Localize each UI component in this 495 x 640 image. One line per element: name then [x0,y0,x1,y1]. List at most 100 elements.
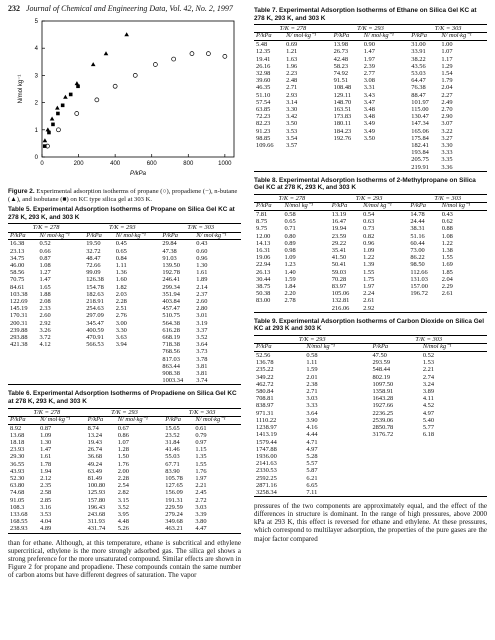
table-cell: 2.49 [441,98,453,106]
table-cell [8,348,38,355]
table-cell: 34.75 [10,254,25,262]
table-cell: 3.00 [115,319,127,327]
table-cell [84,370,114,377]
table-cell: 3.42 [286,113,298,121]
table-row: 421.38 4.12 566.53 3.94 718.38 3.64 [8,341,241,348]
table-cell: 38.75 [256,283,271,291]
table-cell: 105.06 [331,290,350,298]
table-cell: 1.17 [441,55,453,63]
table-row: 2592.25 6.21 [254,475,487,482]
table-cell: 29.22 [331,239,347,247]
table-cell [332,149,362,156]
column-header: N/ mol·kg⁻¹ [194,232,241,241]
table-cell: 12.35 [256,48,271,56]
table-cell: 311.93 [87,518,105,526]
table-cell: 2.38 [306,380,318,388]
table-cell: 349.68 [165,518,183,526]
table-cell: 98.85 [256,134,271,142]
table-cell: 63.80 [10,482,25,490]
table-cell: 43.93 [10,467,25,475]
table-cell: 3.26 [39,326,51,334]
table-caption: Table 5. Experimental Adsorption Isother… [8,206,241,221]
table-cell: 38.22 [411,55,426,63]
table-cell: 3.57 [286,142,298,150]
table-cell: 147.34 [411,120,429,128]
column-header: P/kPa [331,33,362,42]
table-cell: 3.22 [441,127,453,135]
table-head: T/K = 278 T/K = 293 T/K = 303 P/kPa N/ mol·k… [8,407,241,425]
table-row: 103.38 1.88 182.63 2.03 351.94 2.37 [8,291,241,298]
table-cell: 1358.91 [372,388,394,396]
table-cell: 0.54 [363,211,375,219]
table-caption: Table 9. Experimental Adsorption Isother… [254,318,487,333]
table-cell: 3.64 [196,341,208,349]
table-cell: 1.97 [363,55,375,63]
table-cell: 0.90 [363,41,375,49]
column-header: N/mol kg⁻¹ [439,202,487,212]
table-cell: 91.51 [333,77,349,85]
table-cell: 91.05 [10,496,25,504]
table-row: 12.35 1.21 26.73 1.47 33.91 1.07 [254,48,487,55]
table-cell [420,488,487,498]
table-cell: 109.66 [256,142,274,150]
table-cell: 1.78 [40,460,52,468]
table-cell: 26.13 [256,268,271,276]
table-cell: 1110.22 [256,416,277,424]
table-cell: 42.48 [333,55,349,63]
table-cell: 3.78 [196,355,208,363]
table-cell [254,163,285,172]
table-cell: 4.52 [422,402,435,410]
temp-header: T/K = 293 [329,194,409,204]
table-cell: 74.92 [333,70,349,77]
table-cell: 908.38 [162,370,180,378]
table-cell: 130.47 [411,113,429,121]
table-body: 8.92 0.87 8.74 0.67 15.65 0.61 13.68 1.09 13.24 0… [8,424,241,534]
right-column: Table 7. Experimental Adsorption Isother… [254,4,487,579]
temp-header: T/K = 293 [84,223,161,233]
y-axis-label: N/mol kg⁻¹ [18,75,24,104]
table-cell: 12.00 [256,232,271,240]
table-cell: 88.47 [411,91,426,99]
table-cell: 58.56 [10,269,25,277]
table-label: Table 9. [254,317,278,325]
table-cell: 0.62 [441,218,453,226]
table-cell: 103.38 [10,290,28,298]
table-cell [370,482,420,489]
table-cell: 2.35 [40,482,52,490]
table-row: 26.13 1.40 59.03 1.55 112.66 1.85 [254,269,487,276]
table-cell: 2.78 [284,297,296,305]
table-cell: 2.27 [441,91,453,99]
table-row: 13.68 1.09 13.24 0.86 23.52 0.79 [8,432,241,439]
table-cell: 1.55 [441,254,453,262]
table-cell: 205.75 [411,156,429,164]
table-row: 200.31 2.92 345.47 3.00 564.38 3.19 [8,320,241,327]
table-cell: 7.81 [256,211,268,219]
table-cell: 0.52 [422,352,435,360]
table-row: 9.75 0.71 19.94 0.73 38.31 0.88 [254,225,487,232]
table-cell: 49.24 [87,460,103,468]
table-row: 193.84 3.33 [254,149,487,156]
table-row: 58.56 1.27 99.09 1.36 192.78 1.61 [8,269,241,276]
y-tick-label: 2 [35,101,39,107]
table-cell [440,297,487,304]
table-row: 51.10 2.93 129.11 3.43 88.47 2.27 [254,92,487,99]
table-cell [439,304,487,313]
table-cell: 3.50 [363,134,375,142]
table-cell: 2.28 [117,475,129,483]
table-cell: 1.94 [40,467,52,475]
table-cell: 1.00 [441,41,453,49]
table-cell: 0.79 [195,431,207,439]
table-label: Table 5. [8,206,32,214]
table-cell: 0.80 [284,232,296,240]
table-cell: 1643.28 [372,395,394,403]
table-cell: 2.03 [115,290,127,298]
table-cell: 238.93 [8,525,39,534]
table-cell: 3.89 [422,388,435,396]
table-cell: 57.54 [256,98,271,106]
table-cell: 3.01 [196,312,208,320]
point [55,105,60,110]
table-cell: 2.71 [286,84,298,92]
table-cell: 46.00 [10,261,25,269]
table-cell [38,356,85,363]
table-cell: 19.94 [331,225,347,233]
